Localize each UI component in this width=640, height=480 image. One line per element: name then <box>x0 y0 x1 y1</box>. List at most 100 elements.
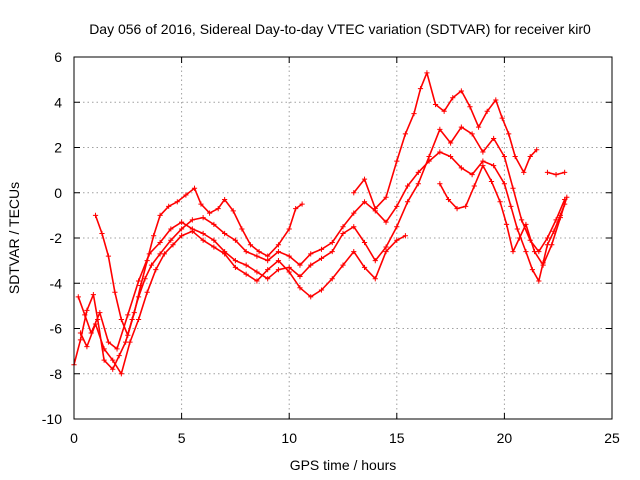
data-point <box>512 153 518 160</box>
data-point <box>265 253 271 259</box>
data-point <box>179 226 185 232</box>
data-point <box>361 239 368 246</box>
data-point <box>275 258 282 264</box>
data-point <box>415 181 421 187</box>
y-tick-label: -10 <box>42 411 62 427</box>
data-point <box>394 224 400 230</box>
data-point <box>265 258 271 264</box>
data-point <box>179 219 185 225</box>
data-point <box>243 271 249 277</box>
data-point <box>329 248 335 255</box>
data-point <box>308 294 314 300</box>
data-point <box>426 153 432 160</box>
data-point <box>394 237 400 243</box>
data-point <box>77 337 84 343</box>
y-tick-label: -6 <box>50 321 63 337</box>
series-track-4 <box>92 185 305 338</box>
data-point <box>318 255 325 261</box>
data-point <box>189 217 195 223</box>
data-point <box>564 194 570 200</box>
series-line <box>79 230 407 375</box>
data-point <box>200 237 206 243</box>
data-point <box>450 95 456 101</box>
data-point <box>437 181 443 187</box>
data-point <box>275 267 282 273</box>
data-point <box>247 242 254 248</box>
data-point <box>372 276 378 282</box>
chart-title: Day 056 of 2016, Sidereal Day-to-day VTE… <box>89 21 591 37</box>
data-point <box>166 203 172 209</box>
data-point <box>157 239 163 246</box>
x-tick-label: 15 <box>389 430 405 446</box>
data-point <box>232 237 238 243</box>
data-point <box>116 353 122 359</box>
data-point <box>417 86 424 92</box>
data-point <box>299 201 305 207</box>
data-point <box>351 210 357 216</box>
x-tick-label: 5 <box>178 430 186 446</box>
data-point <box>168 226 174 232</box>
data-point <box>383 244 389 250</box>
x-tick-label: 20 <box>497 430 513 446</box>
data-point <box>127 339 133 345</box>
data-point <box>211 244 217 250</box>
data-point <box>557 215 563 221</box>
data-point <box>153 267 159 273</box>
data-point <box>183 192 189 198</box>
data-point <box>286 264 292 271</box>
data-point <box>148 262 155 268</box>
y-tick-label: -4 <box>50 275 63 291</box>
data-point <box>404 199 411 205</box>
data-point <box>471 183 477 189</box>
data-point <box>361 264 368 271</box>
data-point <box>454 205 460 212</box>
data-point <box>275 248 282 255</box>
data-point <box>467 104 473 110</box>
data-point <box>484 108 490 114</box>
data-point <box>297 285 303 291</box>
data-point <box>351 224 357 230</box>
data-point <box>84 344 90 350</box>
x-tick-label: 10 <box>281 430 297 446</box>
data-point <box>340 230 346 237</box>
data-point <box>308 251 314 257</box>
data-point <box>475 124 482 130</box>
series-track-3 <box>77 228 409 377</box>
data-point <box>318 287 325 293</box>
data-point <box>222 230 228 237</box>
data-point <box>553 172 559 178</box>
data-point <box>394 158 400 164</box>
y-tick-label: 6 <box>54 49 62 65</box>
data-point <box>256 248 262 255</box>
series-track-7 <box>544 169 568 178</box>
data-point <box>215 205 221 212</box>
data-point <box>351 190 357 196</box>
data-point <box>529 267 535 273</box>
y-tick-label: -2 <box>50 230 63 246</box>
data-point <box>402 131 409 137</box>
data-point <box>275 242 282 248</box>
data-point <box>75 294 81 300</box>
x-tick-label: 0 <box>70 430 78 446</box>
data-point <box>105 253 112 259</box>
data-point <box>501 153 507 160</box>
data-point <box>161 251 167 257</box>
data-point <box>110 366 116 372</box>
data-point <box>523 221 529 228</box>
data-point <box>351 248 357 255</box>
data-point <box>480 158 486 164</box>
data-point <box>499 115 505 121</box>
data-point <box>458 124 464 130</box>
data-point <box>503 221 510 228</box>
data-point <box>90 291 96 298</box>
data-point <box>135 316 142 323</box>
data-point <box>222 251 228 257</box>
data-point <box>480 149 486 155</box>
data-point <box>383 194 389 200</box>
data-point <box>469 172 475 178</box>
y-tick-label: 4 <box>54 94 62 110</box>
data-point <box>254 253 260 259</box>
data-point <box>562 169 568 175</box>
data-point <box>510 248 516 255</box>
